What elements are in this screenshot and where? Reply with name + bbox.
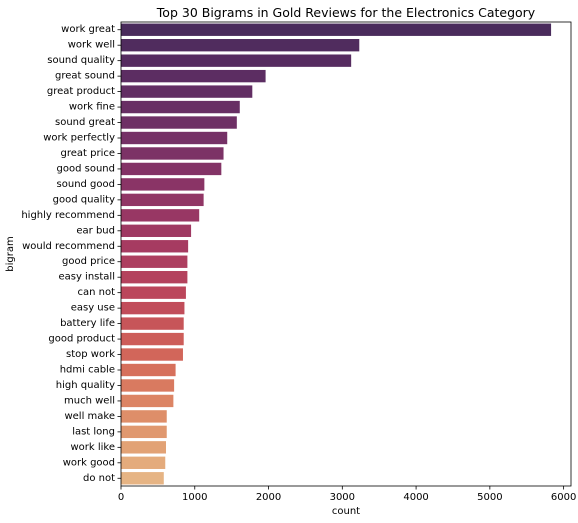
y-tick-label: high quality <box>56 380 115 391</box>
y-tick-label: work like <box>70 442 115 453</box>
x-tick-label: 2000 <box>256 492 281 503</box>
bar-sound-great <box>121 116 237 129</box>
x-tick-label: 1000 <box>182 492 207 503</box>
y-tick-label: would recommend <box>22 241 115 252</box>
x-tick-label: 6000 <box>551 492 576 503</box>
bar-much-well <box>121 394 174 408</box>
bar-sound-good <box>121 178 205 191</box>
bar-great-product <box>121 85 253 98</box>
bar-battery-life <box>121 317 184 330</box>
bar-hdmi-cable <box>121 363 176 377</box>
x-axis-label: count <box>332 506 360 517</box>
chart-title: Top 30 Bigrams in Gold Reviews for the E… <box>156 5 536 20</box>
x-tick-label: 3000 <box>330 492 355 503</box>
y-axis-ticks: work great work well sound quality great so… <box>21 24 121 484</box>
x-tick-label: 4000 <box>403 492 428 503</box>
bar-work-like <box>121 441 166 454</box>
bar-last-long <box>121 425 167 439</box>
bar-good-sound <box>121 162 222 176</box>
y-tick-label: work perfectly <box>43 133 115 144</box>
bar-would-recommend <box>121 240 189 253</box>
y-tick-label: sound good <box>57 179 115 190</box>
y-tick-label: can not <box>77 287 115 298</box>
plot-frame <box>120 21 572 487</box>
y-tick-label: great price <box>60 148 115 159</box>
y-tick-label: last long <box>72 426 115 437</box>
x-tick-label: 0 <box>118 492 124 503</box>
y-tick-label: battery life <box>60 318 115 329</box>
bar-easy-use <box>121 301 185 315</box>
y-tick-label: work fine <box>69 102 115 113</box>
y-tick-label: great product <box>47 86 115 97</box>
y-tick-label: good product <box>48 334 115 345</box>
bar-ear-bud <box>121 224 192 237</box>
y-tick-label: easy use <box>71 303 115 314</box>
y-tick-label: great sound <box>55 71 115 82</box>
y-tick-label: good quality <box>53 194 115 205</box>
y-tick-label: sound quality <box>47 55 115 66</box>
y-tick-label: ear bud <box>76 225 115 236</box>
y-tick-label: work well <box>68 40 115 51</box>
bar-great-sound <box>121 69 266 83</box>
bar-easy-install <box>121 271 188 284</box>
y-axis-label: bigram <box>5 236 16 271</box>
bar-work-good <box>121 456 166 469</box>
bar-good-quality <box>121 193 204 207</box>
bar-good-product <box>121 332 184 346</box>
bar-do-not <box>121 472 164 485</box>
bar-work-fine <box>121 100 240 114</box>
y-tick-label: work good <box>63 457 115 468</box>
bar-great-price <box>121 147 224 160</box>
y-tick-label: highly recommend <box>21 210 115 221</box>
bar-work-well <box>121 39 360 52</box>
y-tick-label: hdmi cable <box>60 365 115 376</box>
y-tick-label: easy install <box>58 272 115 283</box>
y-tick-label: well make <box>64 411 115 422</box>
bar-work-perfectly <box>121 131 228 145</box>
bar-stop-work <box>121 348 183 361</box>
y-tick-label: sound great <box>55 117 115 128</box>
bar-well-make <box>121 410 167 423</box>
y-tick-label: good sound <box>57 163 115 174</box>
bar-high-quality <box>121 379 175 392</box>
bar-sound-quality <box>121 54 352 67</box>
bar-work-great <box>121 23 552 36</box>
y-tick-label: much well <box>64 395 115 406</box>
x-axis-ticks: 0 1000 2000 3000 4000 5000 6000 <box>118 486 576 503</box>
bars-group <box>121 23 552 485</box>
x-tick-label: 5000 <box>477 492 502 503</box>
y-tick-label: work great <box>61 24 115 35</box>
y-tick-label: stop work <box>66 349 115 360</box>
y-tick-label: do not <box>83 473 115 484</box>
y-tick-label: good price <box>62 256 115 267</box>
bar-good-price <box>121 255 188 268</box>
bar-highly-recommend <box>121 209 200 222</box>
bar-can-not <box>121 286 186 299</box>
